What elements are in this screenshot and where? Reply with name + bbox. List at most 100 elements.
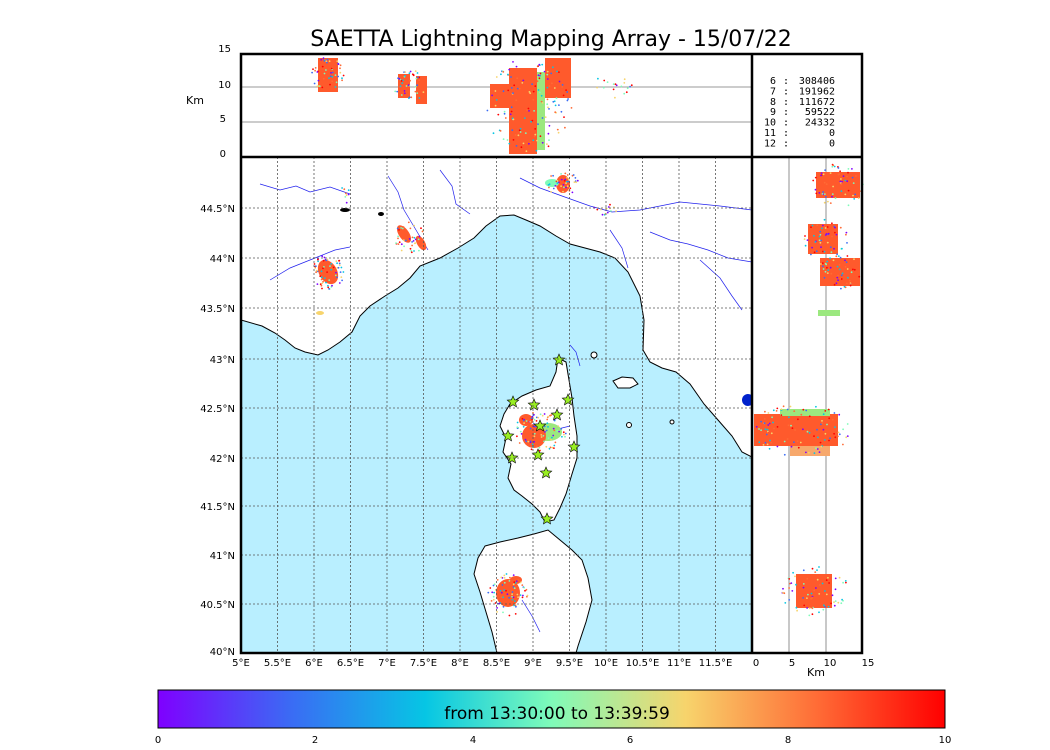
lon-tick: 7°E <box>378 658 396 669</box>
side-tick: 10 <box>824 658 837 669</box>
lon-tick: 6.5°E <box>337 658 364 669</box>
side-tick: 5 <box>789 658 795 669</box>
lightning-cluster <box>396 225 412 243</box>
count-separator: : <box>783 86 789 97</box>
montecristo-island <box>626 422 632 428</box>
lon-tick: 11°E <box>667 658 691 669</box>
count-stations: 10 <box>764 118 776 129</box>
count-row: 12: 0 <box>764 138 835 149</box>
lon-tick: 5°E <box>232 658 250 669</box>
lon-tick: 6°E <box>305 658 323 669</box>
lat-tick: 43°N <box>210 355 235 366</box>
lon-tick: 10.5°E <box>626 658 660 669</box>
map-grid <box>241 157 752 653</box>
station-star <box>539 466 553 479</box>
colorbar-tick: 2 <box>312 735 318 746</box>
map-panel <box>241 157 752 653</box>
count-row: 7:191962 <box>770 86 835 97</box>
count-stations: 11 <box>764 128 776 139</box>
lightning-cluster <box>316 311 324 315</box>
count-stations: 12 <box>764 138 776 149</box>
lon-tick: 10°E <box>594 658 618 669</box>
lat-tick: 44.5°N <box>200 204 235 215</box>
blue-marker <box>742 394 752 406</box>
side-storm-band <box>820 258 860 286</box>
colorbar-label: from 13:30:00 to 13:39:59 <box>444 704 670 724</box>
side-storm-band <box>808 224 838 254</box>
count-value: 191962 <box>799 86 835 97</box>
altitude-tick: 0 <box>220 149 226 160</box>
lon-tick: 9.5°E <box>556 658 583 669</box>
side-altitude-panel: 0 5 10 15 Km <box>752 157 874 679</box>
lon-tick: 7.5°E <box>410 658 437 669</box>
station-star <box>561 393 575 406</box>
altitude-scatter <box>311 57 633 153</box>
count-stations: 8 <box>770 97 776 108</box>
colorbar-tick: 8 <box>785 735 791 746</box>
lightning-cluster <box>510 576 522 584</box>
lat-tick: 42.5°N <box>200 404 235 415</box>
lon-tick: 8.5°E <box>483 658 510 669</box>
lightning-cluster <box>317 259 339 285</box>
lat-tick: 42°N <box>210 454 235 465</box>
count-value: 0 <box>829 128 835 139</box>
elba-island <box>612 376 639 389</box>
altitude-storm-column <box>490 84 512 108</box>
lon-tick: 8°E <box>451 658 469 669</box>
altitude-tick: 10 <box>218 80 231 91</box>
lat-tick: 40.5°N <box>200 600 235 611</box>
count-separator: : <box>783 138 789 149</box>
lat-tick: 40°N <box>210 647 235 658</box>
side-tick: 0 <box>753 658 759 669</box>
lightning-cluster <box>496 579 520 607</box>
count-stations: 7 <box>770 86 776 97</box>
lightning-cluster <box>556 175 570 193</box>
altitude-tick: 15 <box>218 44 231 55</box>
sardinia-island <box>473 529 593 653</box>
map-scatter <box>313 172 617 617</box>
count-stations: 6 <box>770 76 776 87</box>
station-star <box>540 512 554 525</box>
count-row: 10: 24332 <box>764 118 835 129</box>
colorbar-tick: 0 <box>155 735 161 746</box>
lat-tick: 41.5°N <box>200 502 235 513</box>
count-row: 9: 59522 <box>770 107 835 118</box>
lat-tick-labels: 44.5°N 44°N 43.5°N 43°N 42.5°N 42°N 41.5… <box>200 204 235 658</box>
count-value: 308406 <box>799 76 835 87</box>
count-value: 24332 <box>805 118 835 129</box>
capraia-island <box>590 351 598 359</box>
station-star <box>533 419 547 432</box>
lightning-cluster <box>519 414 533 426</box>
outer-frame <box>239 52 864 655</box>
station-count-table: 6:3084067:1919628:1116729:5952210:243321… <box>764 76 835 149</box>
station-star <box>506 395 520 408</box>
lat-tick: 44°N <box>210 254 235 265</box>
lon-tick-labels: 5°E 5.5°E 6°E 6.5°E 7°E 7.5°E 8°E 8.5°E … <box>232 658 732 669</box>
colorbar-tick: 4 <box>470 735 476 746</box>
side-storm-band <box>818 310 840 316</box>
lat-tick: 43.5°N <box>200 304 235 315</box>
side-storm-band <box>754 414 838 446</box>
colorbar <box>157 689 946 729</box>
count-value: 59522 <box>805 107 835 118</box>
side-unit-label: Km <box>807 666 825 679</box>
count-separator: : <box>783 107 789 118</box>
count-stations: 9 <box>770 107 776 118</box>
lon-tick: 5.5°E <box>264 658 291 669</box>
count-separator: : <box>783 128 789 139</box>
colorbar-tick: 6 <box>627 735 633 746</box>
side-tick: 15 <box>862 658 875 669</box>
count-value: 0 <box>829 138 835 149</box>
station-star <box>501 429 515 442</box>
lon-tick: 9°E <box>524 658 542 669</box>
figure-title: SAETTA Lightning Mapping Array - 15/07/2… <box>310 27 791 52</box>
lake-marker <box>340 208 350 212</box>
lake-marker <box>378 212 384 216</box>
station-star <box>550 408 564 421</box>
colorbar-tick: 10 <box>939 735 952 746</box>
altitude-unit-label: Km <box>186 94 204 107</box>
count-row: 6:308406 <box>770 76 835 87</box>
side-storm-band <box>780 409 830 416</box>
station-star <box>552 353 566 366</box>
